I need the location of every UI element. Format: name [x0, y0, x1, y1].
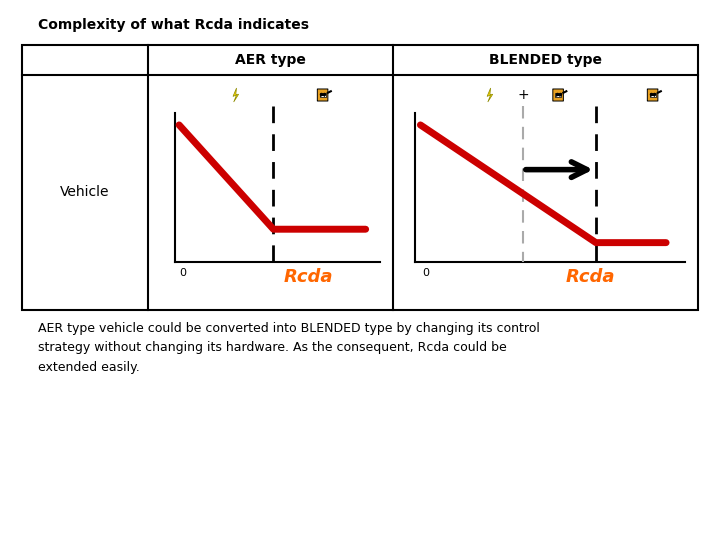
FancyBboxPatch shape [553, 89, 563, 101]
Text: AER type vehicle could be converted into BLENDED type by changing its control
st: AER type vehicle could be converted into… [38, 322, 540, 374]
Bar [649, 93, 656, 97]
Text: +: + [517, 88, 528, 102]
Polygon shape [233, 88, 238, 102]
Text: Rcda: Rcda [284, 268, 333, 286]
Polygon shape [487, 88, 492, 102]
Text: BLENDED type: BLENDED type [489, 53, 602, 67]
Text: Rcda: Rcda [566, 268, 616, 286]
Bar [555, 93, 561, 97]
Text: 0: 0 [180, 268, 186, 278]
Text: Vehicle: Vehicle [60, 186, 109, 199]
FancyBboxPatch shape [647, 89, 658, 101]
FancyBboxPatch shape [22, 45, 698, 310]
FancyBboxPatch shape [318, 89, 328, 101]
Text: AER type: AER type [235, 53, 306, 67]
Text: Complexity of what Rcda indicates: Complexity of what Rcda indicates [38, 18, 309, 32]
Text: 0: 0 [423, 268, 429, 278]
Bar [320, 93, 325, 97]
